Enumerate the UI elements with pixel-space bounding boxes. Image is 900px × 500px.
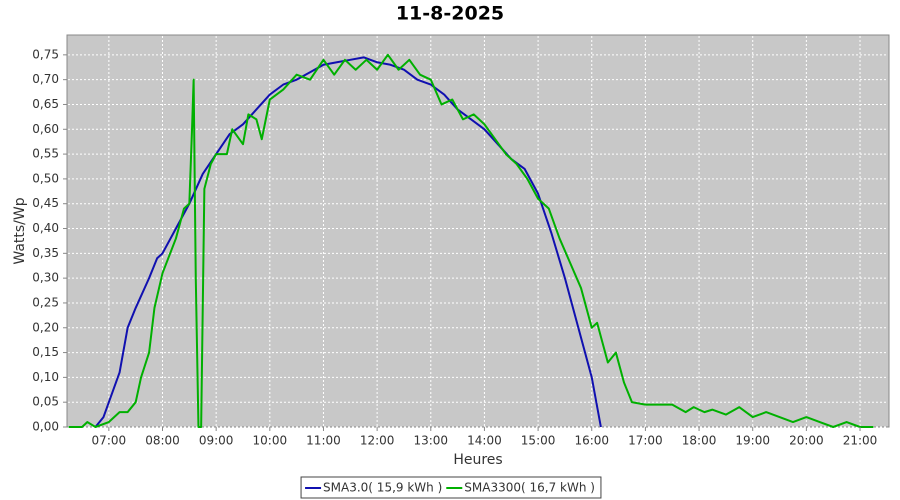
legend: SMA3.0( 15,9 kWh ) SMA3300( 16,7 kWh ) [300, 476, 602, 499]
chart-title: 11-8-2025 [396, 3, 504, 25]
x-tick-label: 13:00 [413, 434, 448, 448]
y-tick-label: 0,15 [32, 345, 59, 359]
x-tick-label: 20:00 [789, 434, 824, 448]
x-tick-label: 12:00 [360, 434, 395, 448]
y-tick-label: 0,25 [32, 295, 59, 309]
x-tick-label: 16:00 [574, 434, 609, 448]
x-axis-label: Heures [453, 452, 502, 468]
x-tick-label: 10:00 [253, 434, 288, 448]
x-tick-label: 11:00 [306, 434, 341, 448]
x-tick-label: 14:00 [467, 434, 502, 448]
y-tick-label: 0,55 [32, 147, 59, 161]
legend-label: SMA3300( 16,7 kWh ) [464, 481, 595, 495]
y-tick-label: 0,70 [32, 72, 59, 86]
x-tick-label: 07:00 [92, 434, 127, 448]
y-tick-label: 0,10 [32, 370, 59, 384]
plot-area [66, 34, 890, 428]
x-tick-label: 08:00 [145, 434, 180, 448]
x-tick-label: 17:00 [628, 434, 663, 448]
x-tick-label: 15:00 [521, 434, 556, 448]
y-tick-label: 0,05 [32, 395, 59, 409]
y-tick-label: 0,40 [32, 221, 59, 235]
series-line [68, 53, 874, 428]
y-tick-label: 0,50 [32, 171, 59, 185]
y-tick-label: 0,20 [32, 320, 59, 334]
legend-label: SMA3.0( 15,9 kWh ) [323, 481, 442, 495]
x-tick-label: 19:00 [735, 434, 770, 448]
y-tick-label: 0,45 [32, 196, 59, 210]
x-tick-label: 09:00 [199, 434, 234, 448]
y-tick-label: 0,65 [32, 97, 59, 111]
y-tick-label: 0,75 [32, 47, 59, 61]
y-tick-label: 0,00 [32, 420, 59, 434]
y-tick-label: 0,35 [32, 246, 59, 260]
y-tick-label: 0,60 [32, 122, 59, 136]
x-tick-label: 21:00 [843, 434, 878, 448]
y-tick-label: 0,30 [32, 271, 59, 285]
x-tick-label: 18:00 [682, 434, 717, 448]
y-axis-label: Watts/Wp [12, 197, 28, 264]
